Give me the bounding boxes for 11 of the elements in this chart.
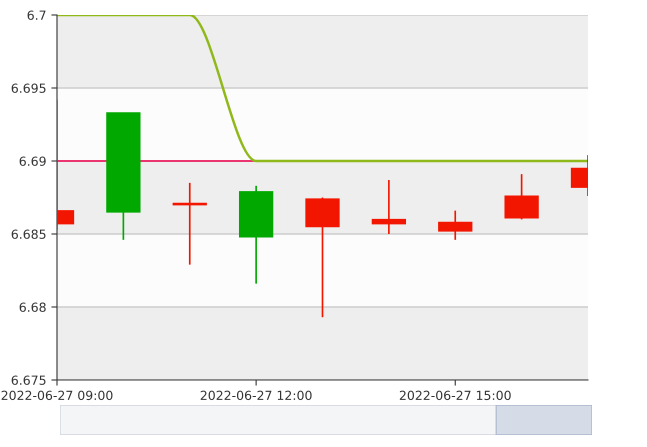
y-tick-label: 6.695 (12, 83, 46, 93)
y-tick-label: 6.7 (28, 10, 46, 20)
y-tick-label: 6.68 (20, 302, 46, 312)
candlestick (172, 182, 207, 266)
y-tick-label: 6.685 (12, 229, 46, 239)
x-tick-label: 2022-06-27 15:00 (400, 390, 511, 400)
y-tick-label: 6.675 (12, 375, 46, 385)
x-tick-label: 2022-06-27 09:00 (2, 390, 112, 400)
candlestick (372, 179, 406, 235)
x-tick-label: 2022-06-27 12:00 (200, 390, 312, 400)
y-tick-label: 6.69 (20, 156, 46, 166)
